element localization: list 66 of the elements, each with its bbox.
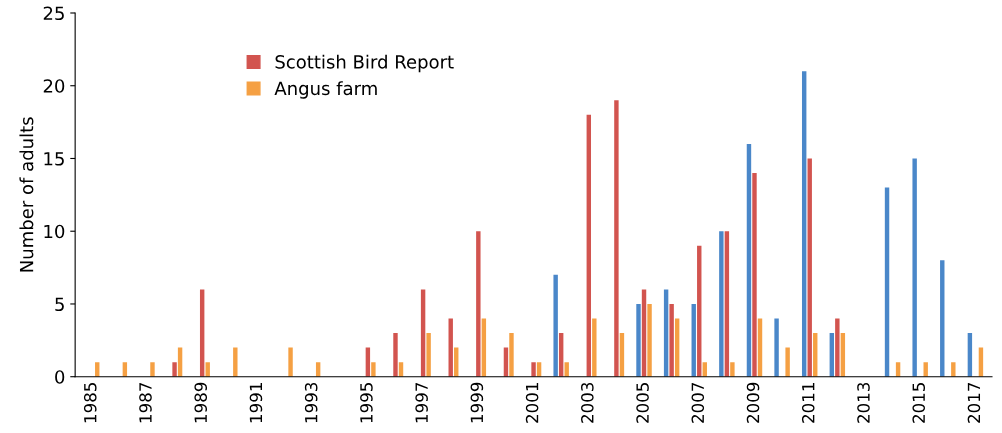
x-tick-label: 1995 [360,383,373,423]
bar [884,187,890,377]
y-tick-label: 15 [44,152,64,166]
bar [509,333,514,377]
bar [774,318,779,377]
x-tick-label: 1993 [304,382,318,423]
bar [553,274,558,377]
x-tick-label: 1999 [470,382,484,423]
bar [923,362,928,377]
bar [426,333,431,377]
bar [724,231,730,377]
bar [592,318,597,377]
bar [785,347,790,377]
x-tick-label: 2011 [801,383,815,423]
bar [912,158,917,377]
bar [172,362,177,377]
bar [420,289,426,377]
bar [669,303,674,377]
y-tick-label: 0 [55,370,65,384]
x-tick-label: 2001 [525,383,539,423]
x-tick-label: 2007 [691,383,705,423]
bar [835,318,840,377]
y-tick-label: 5 [55,297,64,312]
y-tick-label: 20 [43,79,65,93]
bar [476,231,481,377]
x-tick-label: 2003 [581,382,594,423]
x-tick-label: 1991 [249,383,263,423]
bar [951,362,956,377]
bar [371,362,376,377]
bar [746,143,752,377]
y-axis-title: Number of adults [19,117,34,272]
x-tick-label: 1987 [139,383,152,423]
bar [730,362,735,377]
bar [647,303,652,377]
x-tick-label: 2017 [967,383,981,423]
x-tick-label: 1985 [83,383,97,423]
bar [641,289,647,377]
bar [531,362,536,377]
x-tick-label: 1989 [194,382,208,423]
y-tick-label: 10 [44,224,65,239]
x-tick-label: 2009 [746,382,760,423]
bar [150,362,155,377]
bar [614,100,619,377]
legend-label: Angus farm [274,81,377,99]
bar [940,260,945,377]
x-tick-label: 2015 [912,383,926,423]
bar [205,362,210,377]
legend-label: Scottish Bird Report [275,54,454,73]
bar [697,245,702,377]
bar [199,289,205,377]
y-tick-label: 25 [43,6,64,21]
x-tick-label: 1997 [415,383,428,423]
bar [663,289,669,377]
bar [752,173,757,377]
bar [719,231,724,377]
bar [288,347,293,377]
bar [636,303,641,377]
x-tick-label: 2013 [857,382,870,423]
bar [691,303,696,377]
bar [807,158,812,377]
bar [801,71,807,377]
bar [586,114,591,377]
bar [393,333,398,377]
x-tick-label: 2005 [636,383,649,423]
bar [233,347,238,377]
bar [564,362,569,377]
